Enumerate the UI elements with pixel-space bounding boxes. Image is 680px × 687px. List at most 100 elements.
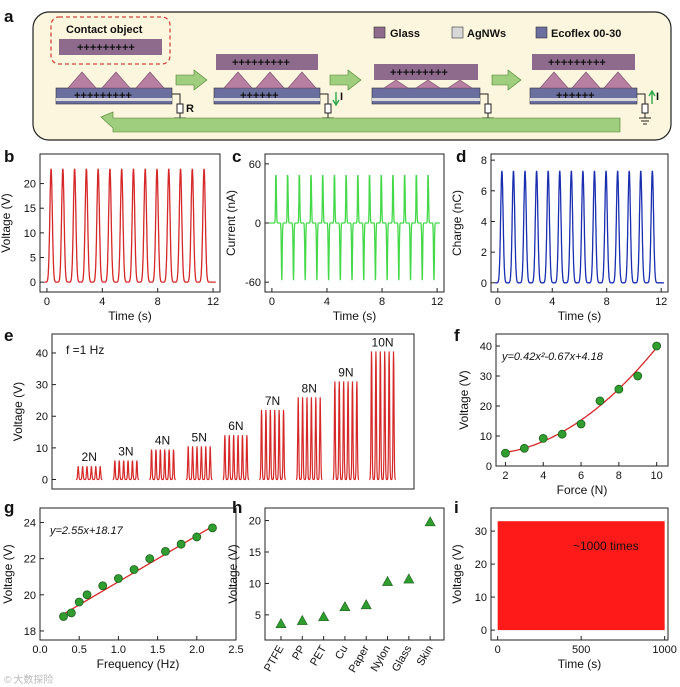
x-axis-label: Time (s): [333, 309, 377, 323]
force-group-label: 6N: [228, 419, 243, 433]
data-point: [614, 384, 624, 394]
contact-object-block: [532, 54, 635, 70]
force-pulse-train: [259, 409, 286, 481]
panel-label-g: g: [4, 498, 14, 517]
current-arrow-icon: [332, 92, 340, 107]
y-axis-label: Voltage (V): [0, 193, 13, 252]
y-axis-label: Voltage (V): [11, 382, 25, 441]
x-tick-label: 2.5: [228, 644, 243, 656]
data-point: [538, 433, 548, 443]
data-point: [633, 371, 643, 381]
plot-frame-overlay: [490, 507, 669, 641]
data-point: [74, 597, 84, 607]
force-pulse-train: [149, 449, 176, 481]
force-pulse-train: [222, 435, 250, 481]
y-tick-label: 2: [481, 247, 487, 259]
y-tick-label: 20: [24, 590, 36, 602]
triangle-marker: [275, 618, 287, 628]
plot-frame: [490, 153, 669, 293]
force-pulse-train: [332, 381, 360, 481]
panel-label-f: f: [454, 326, 460, 345]
force-group-label: 8N: [302, 381, 317, 395]
chart-panel-i: 0 500 1000 0 10 20 30 Time (s) Voltage (V) ~1000 …: [450, 507, 677, 671]
y-tick-label: 10: [24, 228, 36, 240]
fit-curve: [505, 347, 658, 454]
current-label: I: [340, 91, 343, 103]
x-axis-label: Time (s): [558, 309, 602, 323]
stage-arrow-2: [329, 69, 362, 91]
force-group-label: 7N: [265, 394, 280, 408]
chart-panel-e: 0 10 20 30 40 Voltage (V) f =1 Hz 2N 3N 4N 5N 6N 7N 8…: [11, 333, 415, 490]
data-point: [114, 574, 123, 583]
device-charges: ++++++: [556, 90, 595, 102]
contact-object-dashed-box: [50, 16, 171, 65]
y-tick-label: 20: [36, 411, 48, 423]
x-tick-label: 0.0: [32, 644, 47, 656]
schematic-stage-4: +++++++++ ++++++ I: [529, 54, 659, 125]
contact-object-charges: +++++++++: [548, 57, 606, 69]
legend-label-ecoflex: Ecoflex 00-30: [551, 28, 621, 40]
x-tick-label: 8: [155, 296, 161, 308]
circuit-wire: [320, 93, 329, 104]
legend-label-agnws: AgNWs: [467, 28, 506, 40]
schematic-stage-2: +++++++++ ++++++ I: [213, 54, 343, 125]
ground-icon: [639, 113, 651, 125]
legend-swatch-ecoflex: [535, 26, 548, 39]
y-axis-label: Voltage (V): [226, 544, 240, 603]
x-axis-label: Force (N): [557, 483, 608, 497]
y-tick-label: 0: [481, 278, 487, 290]
category-label: Glass: [390, 643, 415, 674]
x-tick-label: 1.0: [111, 644, 126, 656]
signal-band: [497, 521, 665, 631]
chart-panel-h: 5 10 15 20 Voltage (V) PTFE PP PET CuPaperNylonG…: [226, 507, 445, 675]
contact-object-block: [216, 54, 318, 70]
resistor-symbol: [641, 103, 649, 114]
contact-object-block: [59, 39, 162, 55]
force-group-label: 9N: [338, 365, 353, 379]
data-point: [129, 565, 139, 574]
y-tick-label: 15: [24, 203, 36, 215]
x-tick-label: 12: [207, 296, 219, 308]
device-ecoflex-layer: [371, 87, 481, 105]
plot-frame: [39, 153, 221, 293]
data-point: [176, 539, 186, 549]
y-tick-label: -60: [245, 277, 261, 289]
device-agnw-layer: [214, 98, 320, 101]
circuit-wire: [172, 93, 181, 104]
x-tick-label: 4: [99, 296, 105, 308]
category-label: PTFE: [262, 644, 286, 674]
cycle-return-arrow: [100, 111, 621, 133]
y-tick-label: 10: [249, 578, 261, 590]
legend-swatch-agnws: [451, 26, 464, 39]
x-tick-label: 4: [324, 296, 330, 308]
y-tick-label: 30: [480, 371, 492, 383]
contact-object-label: Contact object: [66, 24, 143, 36]
x-axis-label: Frequency (Hz): [97, 657, 180, 671]
frequency-annotation: f =1 Hz: [66, 343, 104, 357]
y-tick-label: 6: [481, 186, 487, 198]
force-pulse-train: [76, 466, 103, 481]
force-group-label: 2N: [82, 450, 97, 464]
data-point: [501, 448, 510, 458]
force-pulse-train: [186, 446, 213, 481]
x-tick-label: 8: [604, 296, 610, 308]
category-label: Cu: [333, 644, 350, 662]
plot-frame: [495, 333, 669, 467]
data-point: [595, 396, 605, 406]
y-axis-label: Voltage (V): [457, 370, 471, 429]
x-tick-label: 1.5: [150, 644, 165, 656]
y-tick-label: 18: [24, 626, 36, 638]
resistor-symbol: [324, 103, 332, 114]
panel-label-i: i: [454, 498, 459, 517]
data-point: [66, 608, 76, 618]
legend-label-glass: Glass: [390, 28, 420, 40]
y-tick-label: 0: [255, 218, 261, 230]
x-tick-label: 0: [495, 644, 501, 656]
y-tick-label: 5: [30, 253, 36, 265]
x-tick-label: 12: [655, 296, 667, 308]
y-tick-label: 20: [249, 516, 261, 528]
panel-label-e: e: [4, 326, 13, 345]
y-tick-label: 30: [36, 380, 48, 392]
stage-arrow-1: [175, 69, 208, 91]
y-tick-label: 40: [36, 348, 48, 360]
